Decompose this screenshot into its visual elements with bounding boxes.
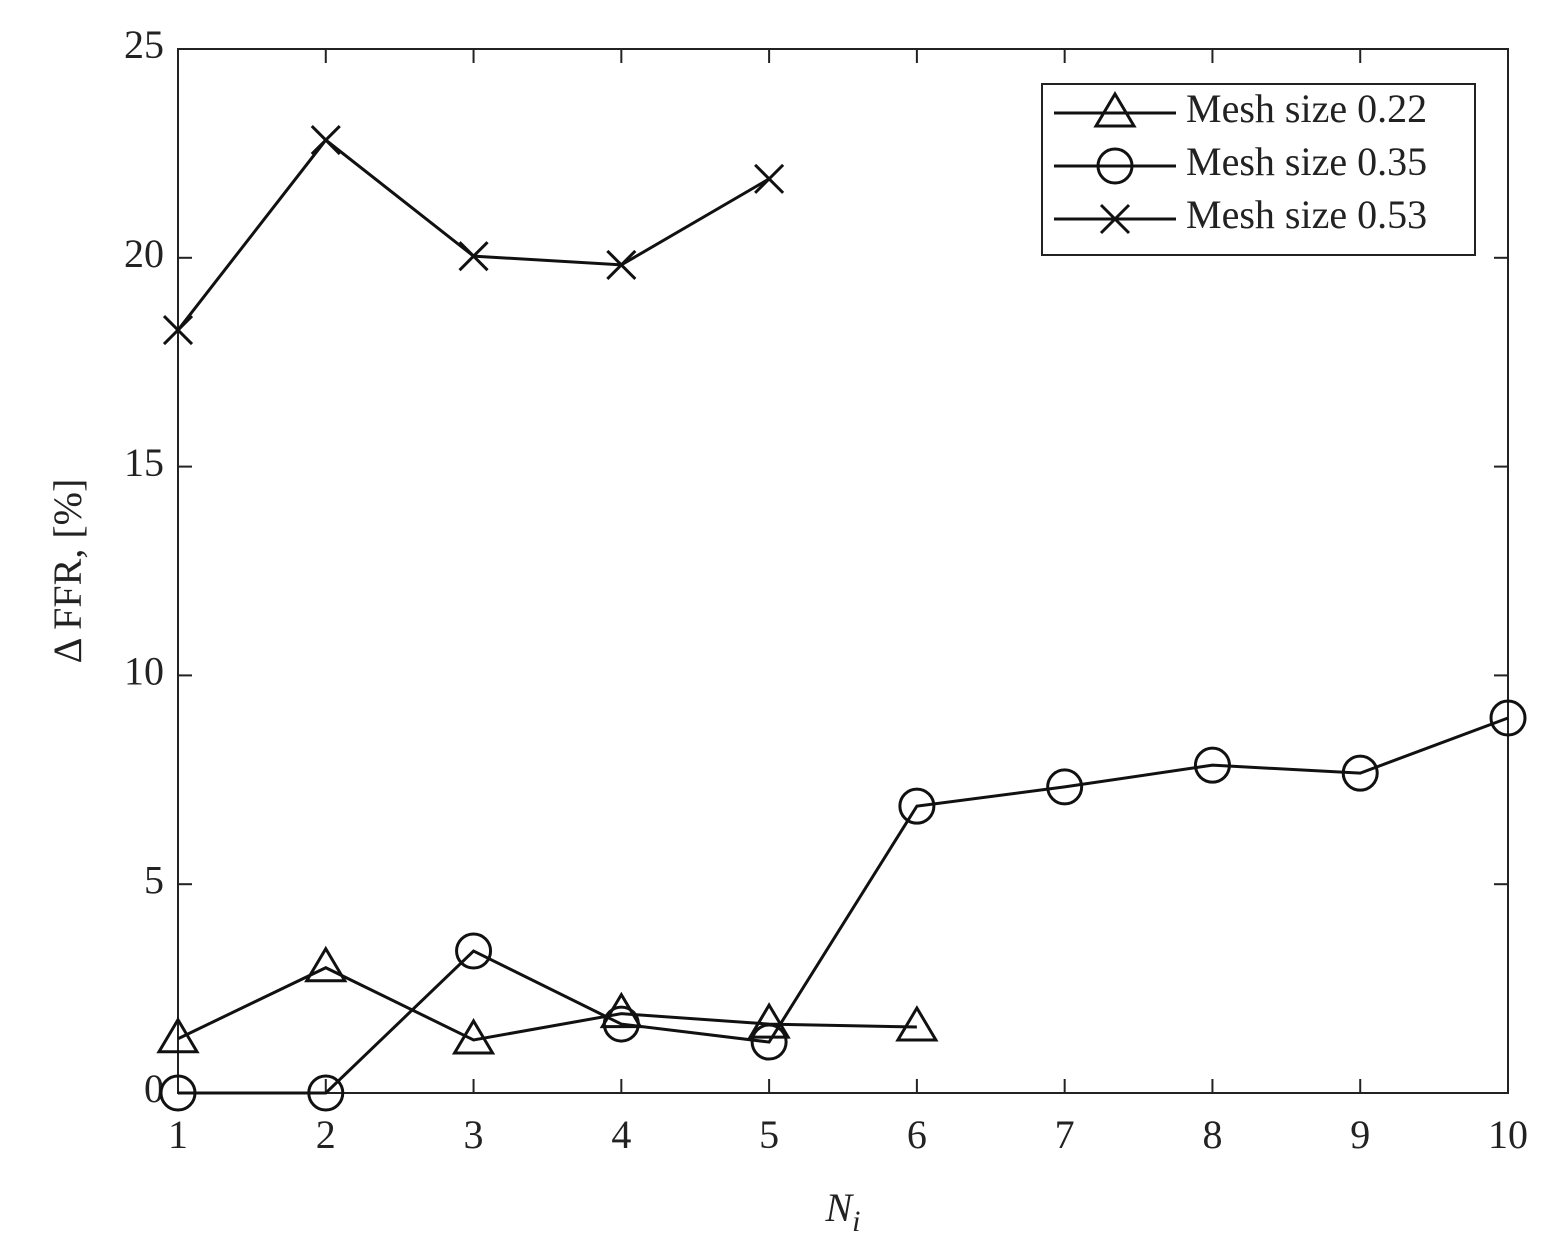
x-tick-label: 1	[168, 1112, 188, 1157]
marker	[750, 1023, 788, 1061]
x-tick-label: 2	[316, 1112, 336, 1157]
y-tick-label: 20	[124, 231, 164, 276]
y-axis-label: Δ FFR, [%]	[45, 479, 90, 664]
series-line	[177, 966, 917, 1042]
marker	[1489, 699, 1527, 737]
y-tick-label: 5	[144, 857, 164, 902]
x-tick-label: 5	[759, 1112, 779, 1157]
x-tick-label: 10	[1488, 1112, 1528, 1157]
marker	[451, 1018, 496, 1055]
marker	[159, 1074, 197, 1112]
marker	[898, 787, 936, 825]
series-line	[178, 716, 1509, 1095]
x-tick-label: 7	[1055, 1112, 1075, 1157]
y-tick-label: 15	[124, 440, 164, 485]
marker	[1046, 768, 1084, 806]
x-tick-label: 8	[1202, 1112, 1222, 1157]
y-tick-label: 0	[144, 1066, 164, 1111]
series-line	[176, 137, 770, 331]
marker	[606, 249, 637, 280]
marker	[754, 163, 785, 194]
x-axis-label-subscript: i	[852, 1205, 860, 1238]
marker	[599, 991, 643, 1029]
plot-frame	[177, 48, 1509, 1094]
legend-marker	[1093, 91, 1137, 128]
x-tick-label: 9	[1350, 1112, 1370, 1157]
marker	[1193, 746, 1231, 784]
marker	[895, 1005, 939, 1042]
x-axis-label: Ni	[824, 1185, 860, 1238]
marker	[162, 314, 194, 346]
legend-label: Mesh size 0.35	[1186, 139, 1427, 184]
marker	[156, 1016, 200, 1054]
marker	[455, 932, 493, 970]
y-tick-label: 25	[124, 22, 164, 67]
y-tick-label: 10	[124, 649, 164, 694]
marker	[304, 945, 348, 983]
x-tick-label: 6	[907, 1112, 927, 1157]
x-tick-label: 4	[611, 1112, 631, 1157]
legend-label: Mesh size 0.22	[1186, 86, 1427, 131]
marker	[747, 1002, 791, 1039]
x-tick-label: 3	[464, 1112, 484, 1157]
marker	[307, 1074, 345, 1112]
marker	[1341, 754, 1379, 792]
x-axis-label-main: N	[824, 1185, 854, 1230]
marker	[310, 124, 341, 156]
marker	[458, 241, 489, 272]
legend-label: Mesh size 0.53	[1186, 192, 1427, 237]
legend-marker	[1096, 147, 1134, 185]
marker	[602, 1005, 640, 1043]
legend-marker	[1099, 203, 1131, 235]
